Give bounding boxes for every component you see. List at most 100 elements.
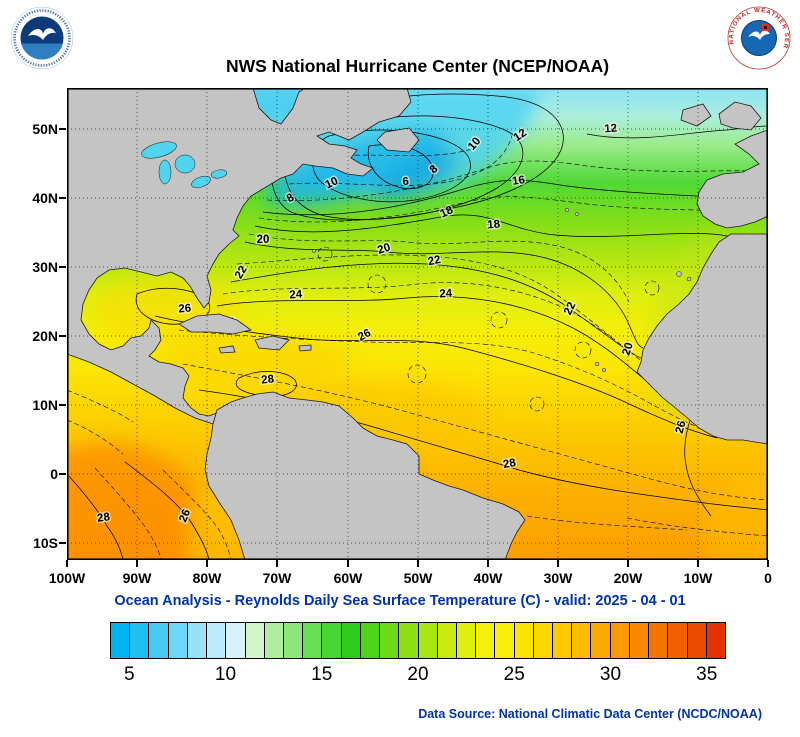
land-north-america (66, 87, 412, 427)
axis-tick (627, 560, 629, 567)
colorbar-tick-label: 10 (214, 664, 237, 685)
colorbar-segment (207, 623, 227, 658)
axis-tick (276, 560, 278, 567)
land-europe (696, 129, 769, 229)
axis-tick (767, 560, 769, 567)
data-source: Data Source: National Climatic Data Cent… (418, 707, 762, 721)
contour-label: 16 (511, 174, 525, 188)
axis-tick (59, 542, 66, 544)
colorbar-segment (380, 623, 400, 658)
lon-axis-label: 30W (543, 570, 573, 586)
contour-label: 24 (439, 288, 453, 301)
land-newfoundland (376, 127, 420, 153)
lon-axis-label: 100W (48, 570, 86, 586)
colorbar-segment (187, 623, 208, 658)
colorbar-tick-label: 15 (311, 664, 333, 685)
axis-tick (59, 473, 66, 475)
colorbar-segment (495, 623, 515, 658)
land-britain (718, 101, 762, 131)
great-lakes (141, 141, 228, 189)
axis-tick (557, 560, 559, 567)
noaa-logo-ring-text (13, 9, 71, 67)
caption: Ocean Analysis - Reynolds Daily Sea Surf… (114, 593, 686, 609)
colorbar-tick-label: 5 (123, 664, 135, 685)
contour-label: 22 (427, 254, 442, 268)
colorbar-tick-label: 30 (599, 664, 622, 685)
contour-label: 6 (402, 176, 409, 189)
contour-label-layer: 1068101212816181820202222242426262220262… (95, 121, 690, 526)
land-cuba (178, 313, 252, 335)
contour-label: 24 (289, 289, 303, 302)
sst-map: 1068101212816181820202222242426262220262… (12, 80, 800, 593)
land-south-america (204, 391, 526, 561)
lon-axis-label: 60W (333, 570, 363, 586)
axis-tick (206, 560, 208, 567)
colorbar-segment (476, 623, 496, 658)
colorbar-segment (111, 623, 131, 658)
colorbar-tick-label: 35 (696, 664, 718, 685)
axis-tick (417, 560, 419, 567)
colorbar-segment (687, 623, 707, 658)
land-layer (66, 87, 769, 561)
land-jamaica (218, 345, 236, 354)
colorbar-segment (706, 623, 725, 658)
axis-tick (59, 335, 66, 337)
contour-label: 20 (376, 241, 392, 256)
lon-axis-label: 70W (262, 570, 292, 586)
colorbar-segment (418, 623, 438, 658)
colorbar-segment (130, 623, 150, 658)
axis-tick (66, 560, 68, 567)
colorbar-segment (649, 623, 669, 658)
colorbar-segment (533, 623, 554, 658)
colorbar-segment (303, 623, 323, 658)
noaa-gull-icon (28, 28, 56, 40)
lat-axis-label: 50N (32, 121, 58, 137)
lon-axis-label: 0 (764, 570, 772, 586)
contour-label: 20 (620, 341, 635, 357)
colorbar-segment (226, 623, 246, 658)
axis-tick (59, 404, 66, 406)
colorbar-segment (572, 623, 592, 658)
colorbar-segment (668, 623, 688, 658)
colorbar-segment (245, 623, 265, 658)
contour-label: 28 (96, 511, 111, 525)
axis-tick (59, 266, 66, 268)
colorbar-segment (399, 623, 419, 658)
colorbar-segment (456, 623, 477, 658)
lon-axis-label: 90W (122, 570, 152, 586)
axis-tick (59, 197, 66, 199)
colorbar-segment (553, 623, 573, 658)
land-puerto-rico (298, 344, 312, 352)
lon-axis-label: 40W (473, 570, 503, 586)
colorbar-segment (610, 623, 630, 658)
lat-axis-label: 10S (33, 535, 58, 551)
colorbar-tick-label: 20 (407, 664, 429, 685)
colorbar-segment (283, 623, 304, 658)
colorbar-segment (322, 623, 342, 658)
contour-label: 26 (674, 419, 689, 434)
lat-axis-label: 30N (32, 259, 58, 275)
lon-axis-label: 80W (192, 570, 222, 586)
axis-tick (487, 560, 489, 567)
contour-label: 12 (604, 122, 618, 135)
colorbar-segment (437, 623, 457, 658)
axis-tick (59, 128, 66, 130)
colorbar-segment (629, 623, 650, 658)
colorbar-segment (149, 623, 169, 658)
colorbar-segment (591, 623, 611, 658)
contour-label: 28 (261, 373, 276, 386)
hurricane-flag-center (764, 26, 767, 29)
lon-axis-label: 10W (683, 570, 713, 586)
lon-axis-label: 20W (613, 570, 643, 586)
nws-gull-icon (748, 30, 770, 40)
nws-logo: NATIONAL WEATHER SERVICE (727, 6, 791, 70)
colorbar-segment (264, 623, 284, 658)
colorbar-segment (360, 623, 381, 658)
noaa-logo (10, 6, 74, 70)
lat-axis-label: 0 (50, 466, 58, 482)
axis-tick (347, 560, 349, 567)
noaa-logo-sea (21, 43, 63, 60)
contour-label: 28 (502, 457, 517, 471)
page-title: NWS National Hurricane Center (NCEP/NOAA… (225, 56, 610, 76)
